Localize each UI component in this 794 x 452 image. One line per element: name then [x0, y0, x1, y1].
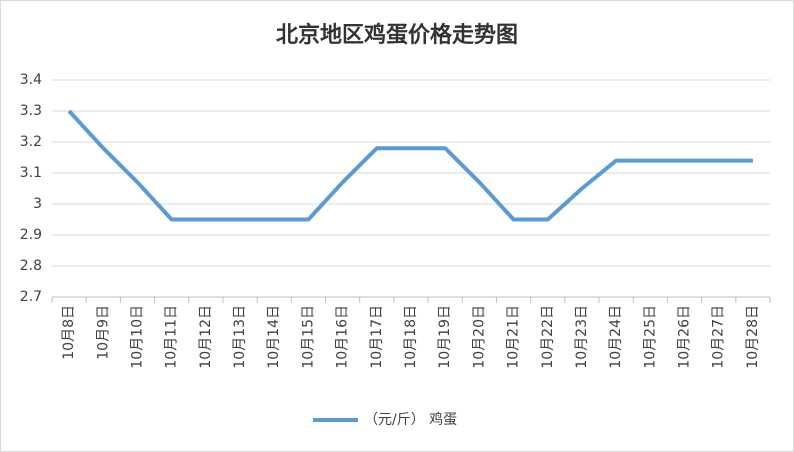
x-tick-label: 10月19日: [437, 305, 453, 369]
x-tick-label: 10月10日: [129, 305, 145, 369]
y-tick-label: 2.9: [20, 227, 42, 243]
x-tick-label: 10月22日: [540, 305, 556, 369]
y-tick-label: 3: [33, 196, 42, 212]
chart-title: 北京地区鸡蛋价格走势图: [276, 22, 518, 48]
x-tick-label: 10月27日: [711, 305, 727, 369]
x-tick-label: 10月15日: [300, 305, 316, 369]
y-tick-label: 3.2: [20, 134, 42, 150]
x-tick-label: 10月8日: [61, 305, 77, 360]
x-tick-label: 10月12日: [198, 305, 214, 369]
x-tick-label: 10月24日: [608, 305, 624, 369]
x-tick-label: 10月17日: [369, 305, 385, 369]
y-tick-label: 3.1: [20, 165, 42, 181]
x-tick-label: 10月20日: [471, 305, 487, 369]
x-tick-label: 10月25日: [642, 305, 658, 369]
x-tick-label: 10月9日: [95, 305, 111, 360]
x-tick-label: 10月16日: [335, 305, 351, 369]
x-tick-label: 10月23日: [574, 305, 590, 369]
x-tick-label: 10月13日: [232, 305, 248, 369]
x-tick-label: 10月11日: [164, 305, 180, 369]
y-tick-label: 3.3: [20, 103, 42, 119]
x-tick-label: 10月28日: [745, 305, 761, 369]
x-tick-label: 10月14日: [266, 305, 282, 369]
data-line: [67, 109, 753, 222]
legend-label: （元/斤） 鸡蛋: [364, 411, 457, 428]
x-tick-label: 10月26日: [677, 305, 693, 369]
y-tick-label: 2.8: [20, 258, 42, 274]
y-tick-label: 3.4: [20, 72, 42, 88]
x-tick-label: 10月21日: [506, 305, 522, 369]
x-tick-label: 10月18日: [403, 305, 419, 369]
y-tick-label: 2.7: [20, 289, 42, 305]
